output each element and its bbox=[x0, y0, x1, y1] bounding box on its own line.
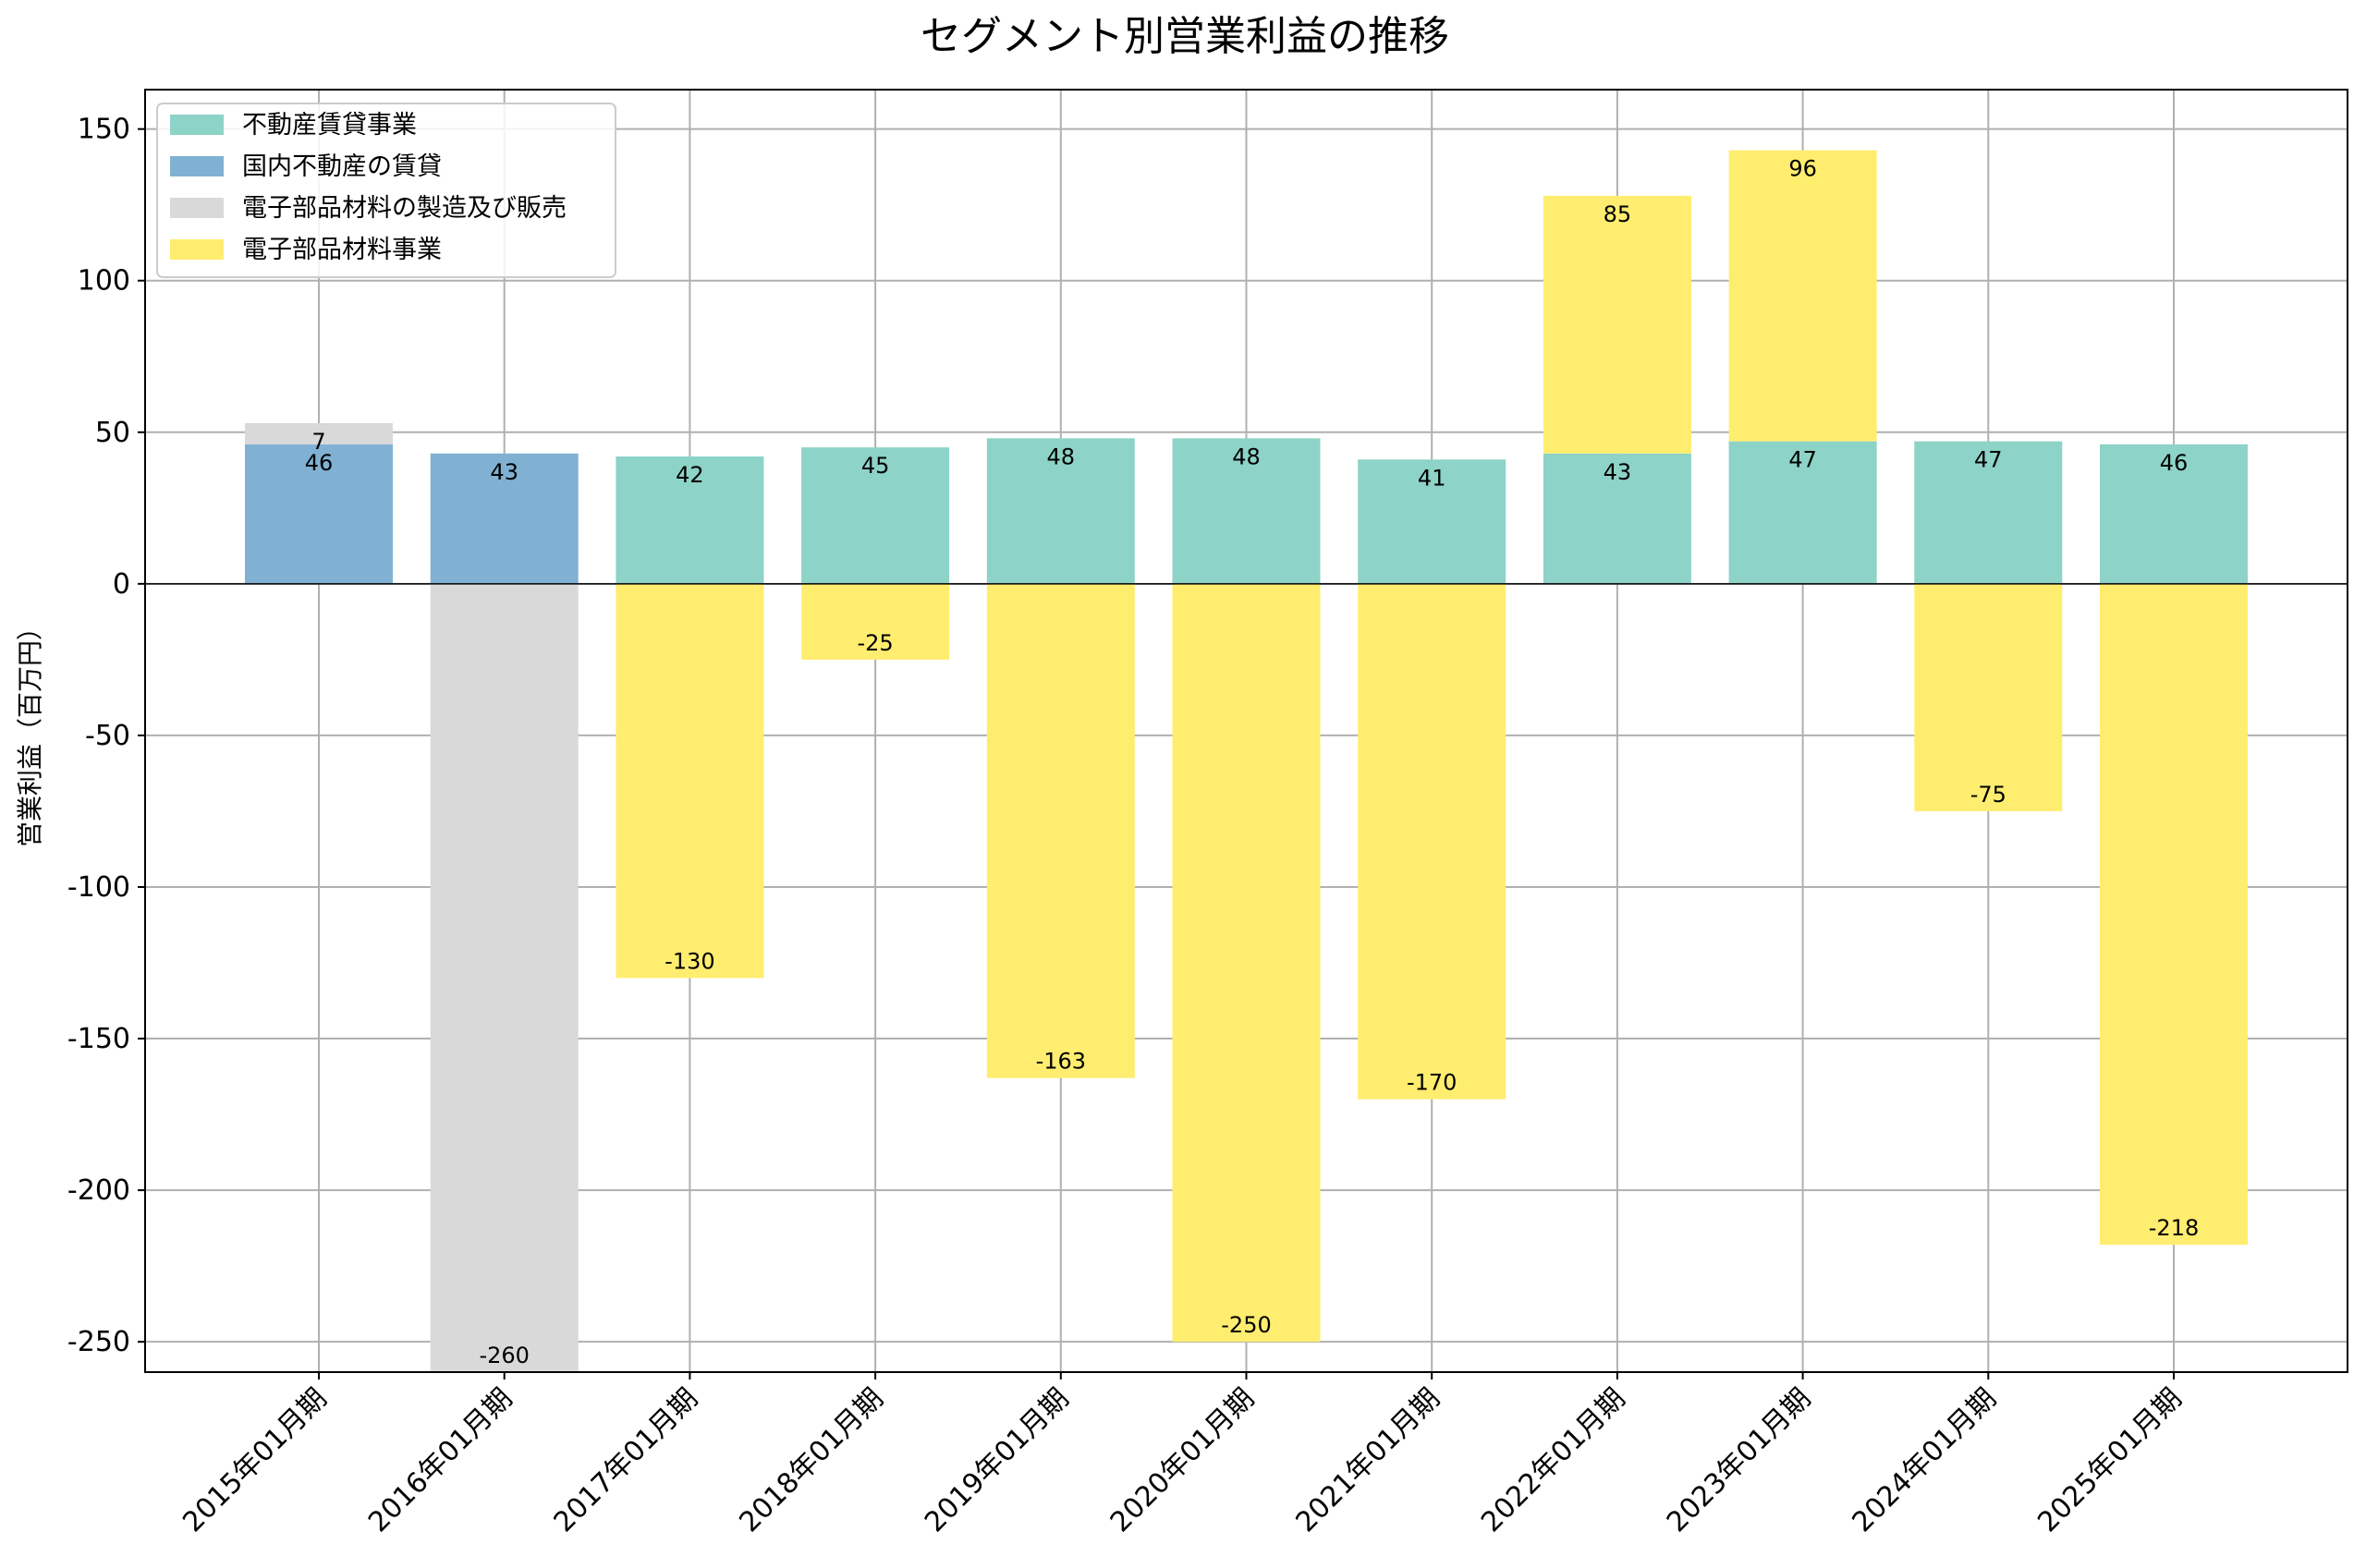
bar bbox=[1914, 441, 2063, 584]
x-tick-label: 2021年01月期 bbox=[1289, 1382, 1445, 1538]
bar bbox=[1172, 438, 1321, 584]
x-tick-label: 2015年01月期 bbox=[177, 1382, 333, 1538]
y-tick-label: -250 bbox=[67, 1326, 130, 1358]
data-label: 43 bbox=[490, 459, 518, 485]
y-tick-label: -150 bbox=[67, 1023, 130, 1055]
data-label: 46 bbox=[2160, 450, 2189, 476]
y-axis-ticks: 150 100 50 0 -50 -100 -150 -200 -250 bbox=[67, 114, 145, 1358]
y-axis-label: 営業利益（百万円） bbox=[15, 614, 45, 847]
bar bbox=[1172, 583, 1321, 1343]
x-tick-label: 2018年01月期 bbox=[733, 1382, 889, 1538]
y-tick-label: 100 bbox=[78, 265, 130, 298]
x-tick-label: 2019年01月期 bbox=[919, 1382, 1075, 1538]
bar bbox=[616, 583, 764, 978]
legend-swatch bbox=[170, 115, 224, 135]
legend-swatch bbox=[170, 156, 224, 176]
legend-swatch bbox=[170, 239, 224, 260]
bar bbox=[801, 447, 950, 584]
legend-entry: 不動産賃貸事業 bbox=[242, 111, 417, 140]
legend-box bbox=[156, 103, 616, 278]
data-label: 48 bbox=[1047, 444, 1076, 469]
bar bbox=[2100, 583, 2248, 1246]
x-tick-label: 2023年01月期 bbox=[1661, 1382, 1817, 1538]
bar bbox=[616, 456, 764, 584]
data-label: 85 bbox=[1604, 201, 1632, 227]
data-label: 47 bbox=[1974, 447, 2003, 473]
data-labels: 46743-26042-13045-2548-16348-25041-17043… bbox=[305, 156, 2200, 1368]
bar bbox=[1543, 453, 1691, 584]
x-tick-label: 2025年01月期 bbox=[2031, 1382, 2188, 1538]
x-tick-label: 2020年01月期 bbox=[1104, 1382, 1261, 1538]
bar bbox=[1914, 583, 2063, 811]
data-label: -75 bbox=[1970, 782, 2006, 808]
bar bbox=[2100, 444, 2248, 584]
data-label: 43 bbox=[1604, 459, 1632, 485]
y-tick-label: 0 bbox=[113, 568, 130, 601]
bar bbox=[430, 583, 579, 1372]
bar bbox=[245, 422, 393, 444]
data-label: 46 bbox=[305, 450, 334, 476]
y-tick-label: 150 bbox=[78, 114, 130, 146]
bar bbox=[1358, 583, 1506, 1100]
data-label: 42 bbox=[676, 462, 704, 488]
data-label: -163 bbox=[1036, 1049, 1086, 1075]
data-label: -250 bbox=[1221, 1312, 1271, 1338]
x-tick-label: 2022年01月期 bbox=[1475, 1382, 1631, 1538]
bar bbox=[1728, 441, 1877, 584]
bar bbox=[986, 438, 1135, 584]
data-label: -260 bbox=[479, 1343, 529, 1368]
bar bbox=[986, 583, 1135, 1078]
bar bbox=[1358, 459, 1506, 584]
x-tick-label: 2017年01月期 bbox=[548, 1382, 704, 1538]
data-label: -218 bbox=[2149, 1215, 2199, 1241]
data-label: 47 bbox=[1788, 447, 1817, 473]
x-tick-label: 2016年01月期 bbox=[362, 1382, 518, 1538]
y-tick-label: -100 bbox=[67, 871, 130, 904]
data-label: -130 bbox=[665, 948, 714, 974]
bar bbox=[1728, 150, 1877, 442]
data-label: -25 bbox=[857, 630, 893, 656]
x-axis-ticks: 2015年01月期 2016年01月期 2017年01月期 2018年01月期 2019… bbox=[177, 1372, 2189, 1538]
bar bbox=[1543, 195, 1691, 454]
data-label: 96 bbox=[1788, 156, 1817, 182]
data-label: 45 bbox=[861, 453, 890, 479]
bar bbox=[245, 444, 393, 584]
bar bbox=[430, 453, 579, 584]
x-tick-label: 2024年01月期 bbox=[1847, 1382, 2003, 1538]
bar bbox=[801, 583, 950, 660]
bars bbox=[245, 150, 2248, 1372]
legend-entry: 電子部品材料事業 bbox=[242, 236, 442, 264]
data-label: 41 bbox=[1418, 465, 1446, 491]
data-label: 48 bbox=[1232, 444, 1261, 469]
y-tick-label: 50 bbox=[95, 417, 130, 449]
y-tick-label: -50 bbox=[85, 720, 130, 752]
data-label: 7 bbox=[311, 429, 325, 455]
data-label: -170 bbox=[1407, 1070, 1457, 1096]
legend-swatch bbox=[170, 198, 224, 218]
legend-entry: 国内不動産の賃貸 bbox=[242, 152, 442, 181]
legend-entry: 電子部品材料の製造及び販売 bbox=[242, 194, 567, 223]
y-tick-label: -200 bbox=[67, 1174, 130, 1207]
chart-title: セグメント別営業利益の推移 bbox=[921, 13, 1449, 60]
